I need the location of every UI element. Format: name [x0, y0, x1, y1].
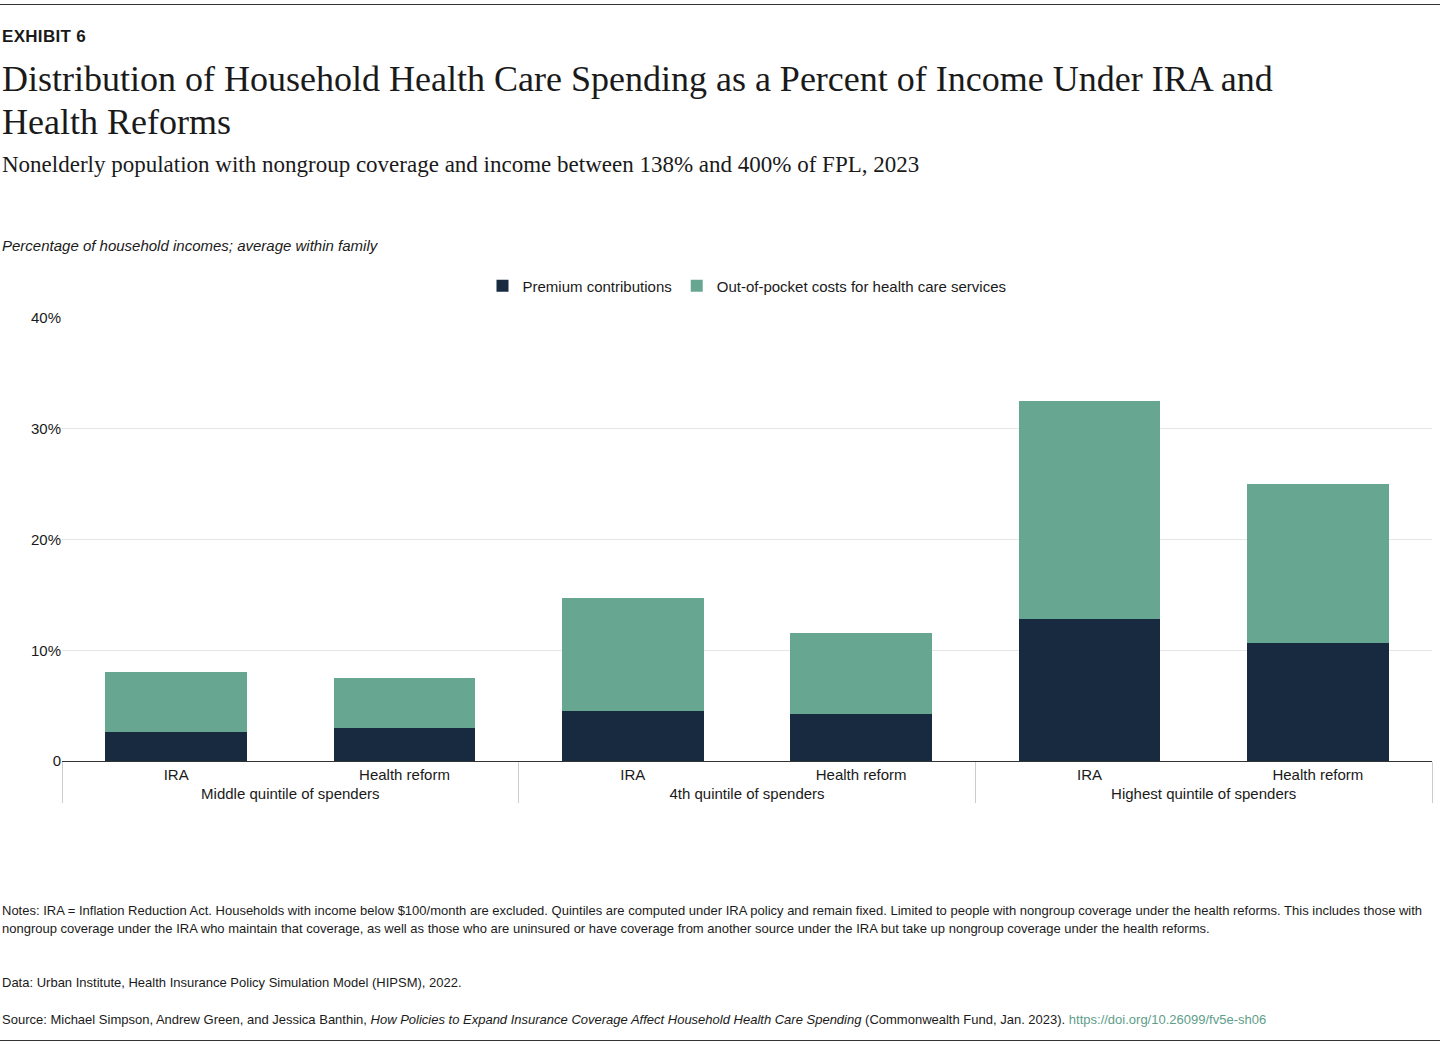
html-text:EXHIBIT 6: EXHIBIT 6 — [2, 27, 86, 46]
svg-text:20%: 20% — [31, 531, 61, 548]
svg-text:Out-of-pocket costs for health: Out-of-pocket costs for health care serv… — [717, 278, 1006, 295]
svg-text:IRA: IRA — [164, 766, 189, 783]
svg-text:Middle quintile of spenders: Middle quintile of spenders — [201, 785, 379, 802]
svg-text:Health reform: Health reform — [816, 766, 907, 783]
html-text:Notes: IRA = Inflation Reducti: Notes: IRA = Inflation Reduction Act. Ho… — [2, 903, 1423, 936]
svg-text:10%: 10% — [31, 642, 61, 659]
svg-text:0: 0 — [53, 752, 61, 769]
html-text:Data: Urban Institute, Health: Data: Urban Institute, Health Insurance … — [2, 975, 462, 990]
svg-text:4th quintile of spenders: 4th quintile of spenders — [669, 785, 824, 802]
html-text:Nonelderly population with non: Nonelderly population with nongroup cove… — [2, 152, 920, 177]
html-text:Percentage of household income: Percentage of household incomes; average… — [2, 237, 378, 254]
html-text:Distribution of Household Heal: Distribution of Household Health Care Sp… — [2, 59, 1273, 142]
svg-text:Health reform: Health reform — [359, 766, 450, 783]
svg-text:40%: 40% — [31, 309, 61, 326]
html-text:Source: Michael Simpson, Andre: Source: Michael Simpson, Andrew Green, a… — [2, 1012, 1267, 1027]
svg-text:Premium contributions: Premium contributions — [523, 278, 672, 295]
svg-text:Highest quintile of spenders: Highest quintile of spenders — [1111, 785, 1296, 802]
svg-text:IRA: IRA — [620, 766, 645, 783]
svg-text:IRA: IRA — [1077, 766, 1102, 783]
svg-text:Health reform: Health reform — [1272, 766, 1363, 783]
svg-text:30%: 30% — [31, 420, 61, 437]
